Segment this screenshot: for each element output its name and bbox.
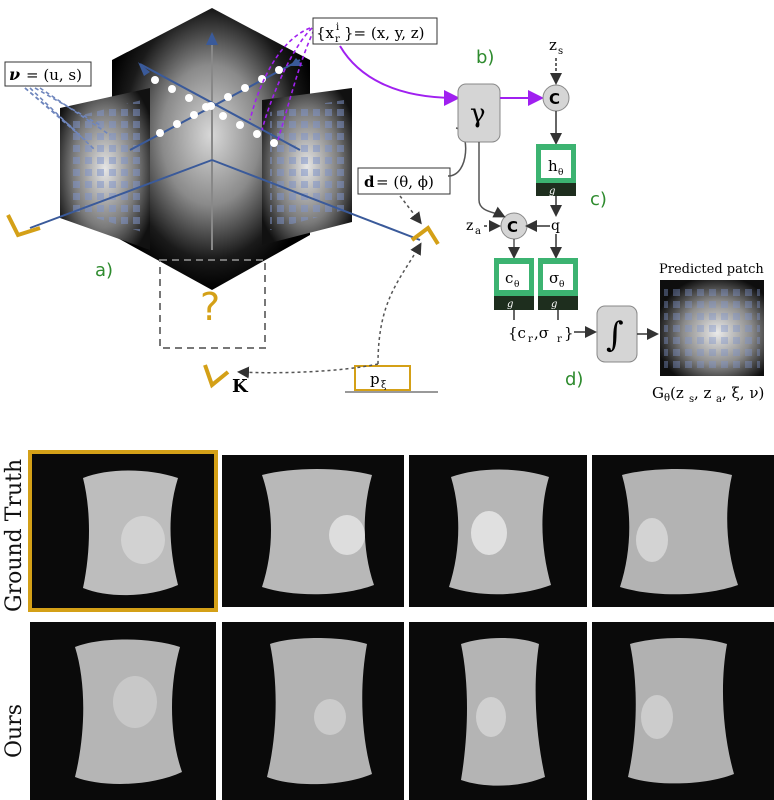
camera-icon-right bbox=[410, 225, 440, 246]
gt-view-4 bbox=[592, 455, 774, 607]
c-theta-block: c θ g bbox=[494, 258, 534, 310]
K-label: K bbox=[232, 376, 249, 397]
camera-icon-left bbox=[6, 214, 41, 238]
gt-view-3 bbox=[409, 455, 587, 607]
ray-sample-points bbox=[151, 66, 283, 147]
row-label-ours: Ours bbox=[2, 703, 27, 758]
G-args: (z bbox=[670, 384, 684, 402]
h-theta-sub: θ bbox=[558, 168, 563, 178]
label-d: d) bbox=[565, 369, 583, 390]
z-a: z bbox=[466, 218, 473, 234]
pose-distribution-box bbox=[354, 365, 411, 391]
nu-label-box bbox=[4, 61, 92, 87]
G-za-sub: a bbox=[716, 394, 722, 405]
left-projection bbox=[60, 88, 150, 250]
G-zs-sub: s bbox=[689, 394, 694, 405]
p-xi-sub: ξ bbox=[381, 380, 387, 391]
architecture-diagram: ν = (u, s) {x r i }= (x, y, z) d = (θ, ϕ… bbox=[4, 8, 764, 405]
d-eq: = (θ, ϕ) bbox=[376, 173, 434, 191]
integral-symbol: ∫ bbox=[606, 315, 624, 355]
z-a-sub: a bbox=[475, 226, 481, 237]
out-close: } bbox=[564, 324, 574, 342]
p-xi: p bbox=[370, 370, 380, 388]
x-sup: i bbox=[336, 22, 339, 33]
g-theta-sigma: g bbox=[551, 299, 557, 310]
q-label: q bbox=[551, 218, 560, 234]
g-theta-c: g bbox=[507, 299, 513, 310]
out-sigma-sub: r bbox=[557, 334, 562, 345]
concat-label-bottom: C bbox=[507, 218, 518, 236]
predicted-patch-title: Predicted patch bbox=[659, 262, 764, 277]
x-sub: r bbox=[335, 34, 340, 45]
sigma-theta-label: σ bbox=[549, 269, 559, 287]
ours-view-1 bbox=[30, 622, 216, 800]
label-a: a) bbox=[95, 260, 113, 281]
x-label-box bbox=[312, 17, 438, 45]
d-symbol: d bbox=[364, 173, 375, 191]
out-c-sub: r bbox=[528, 334, 533, 345]
nu-symbol: ν bbox=[9, 65, 20, 84]
c-theta-label: c bbox=[505, 269, 513, 287]
x-rhs: }= (x, y, z) bbox=[344, 24, 425, 42]
G-args2: , z bbox=[694, 384, 712, 402]
ours-view-4 bbox=[592, 622, 774, 800]
camera-icon-K bbox=[203, 364, 230, 389]
right-projection bbox=[262, 88, 352, 245]
h-theta-block: h θ g bbox=[536, 144, 576, 197]
gt-view-1 bbox=[28, 450, 218, 612]
G-args3: , ξ, ν) bbox=[722, 384, 764, 402]
label-b: b) bbox=[476, 47, 494, 68]
nu-eq: = (u, s) bbox=[26, 66, 82, 84]
ours-view-2 bbox=[222, 622, 404, 800]
x-lhs: {x bbox=[316, 24, 335, 42]
concat-label-top: C bbox=[549, 90, 560, 108]
G-out: G bbox=[652, 384, 664, 402]
pixel-links bbox=[24, 87, 111, 151]
z-s-sub: s bbox=[558, 46, 563, 57]
h-theta-label: h bbox=[548, 157, 558, 175]
sigma-theta-block: σ θ g bbox=[538, 258, 578, 310]
out-sigma: ,σ bbox=[534, 324, 549, 342]
gamma-symbol: γ bbox=[470, 99, 486, 129]
g-theta-h: g bbox=[549, 186, 555, 197]
label-c: c) bbox=[590, 189, 607, 210]
z-s: z bbox=[549, 36, 557, 54]
row-label-ground-truth: Ground Truth bbox=[2, 458, 27, 612]
gt-view-2 bbox=[222, 455, 404, 607]
out-c: {c bbox=[508, 324, 526, 342]
ours-view-3 bbox=[409, 622, 587, 800]
point-links bbox=[249, 27, 315, 141]
d-label-box bbox=[357, 167, 451, 195]
unknown-view-box bbox=[159, 259, 266, 349]
sigma-theta-sub: θ bbox=[559, 280, 564, 290]
c-theta-sub: θ bbox=[514, 280, 519, 290]
question-mark: ? bbox=[200, 285, 220, 329]
G-sub: θ bbox=[664, 393, 670, 404]
